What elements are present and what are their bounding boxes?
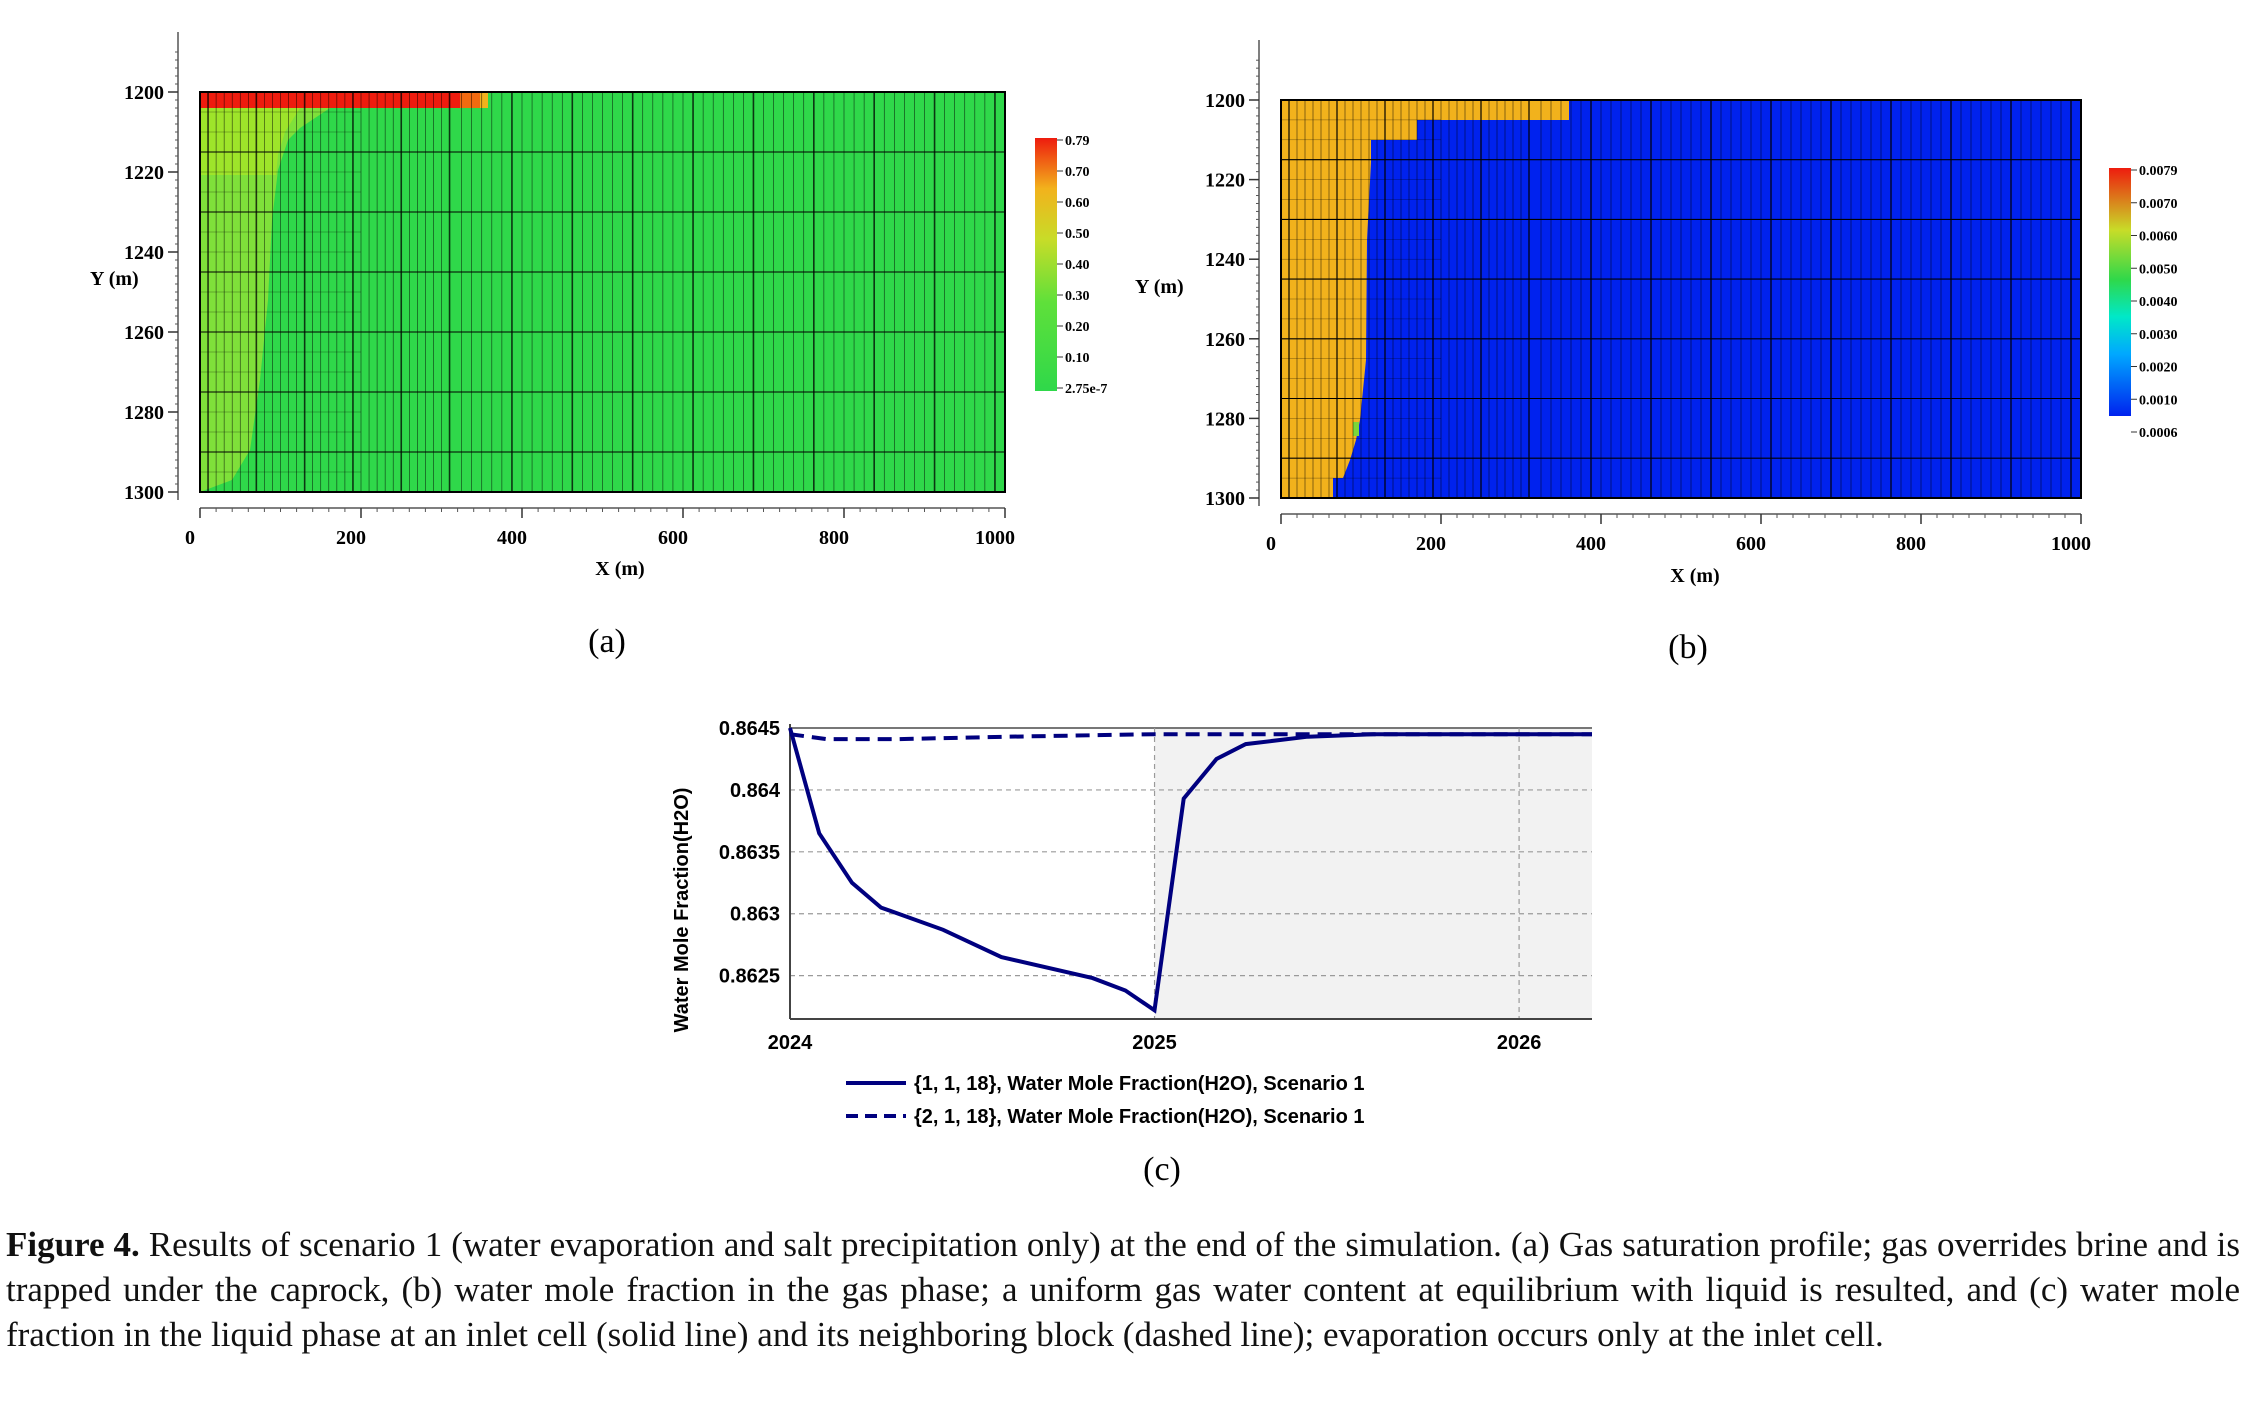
y-tick-label: 1200 xyxy=(124,82,164,104)
colorbar-b-labels: 0.0079 0.0070 0.0060 0.0050 0.0040 0.0030 0.00… xyxy=(2131,164,2178,441)
heatmap-b-front-cell xyxy=(1353,422,1359,436)
x-tick-label: 600 xyxy=(1736,533,1766,555)
x-tick-label: 400 xyxy=(1576,533,1606,555)
panel-c-water-in-liquid: 0.8645 0.864 0.8635 0.863 0.8625 2024 2025 2026… xyxy=(671,718,1592,1188)
colorbar-label: 0.0030 xyxy=(2139,328,2178,343)
colorbar-label: 2.75e-7 xyxy=(1065,382,1107,397)
x-tick-label: 200 xyxy=(1416,533,1446,555)
x-tick-label: 800 xyxy=(1896,533,1926,555)
legend-c-entry-dashed: {2, 1, 18}, Water Mole Fraction(H2O), Sc… xyxy=(914,1106,1365,1128)
colorbar-label: 0.50 xyxy=(1065,227,1090,242)
colorbar-label: 0.20 xyxy=(1065,320,1090,335)
colorbar-label: 0.0040 xyxy=(2139,295,2178,310)
linechart-c-series-solid xyxy=(788,727,1592,1014)
y-tick-label: 1300 xyxy=(124,482,164,504)
y-tick-label: 0.864 xyxy=(730,780,781,802)
y-tick-label: 1280 xyxy=(1205,408,1245,430)
y-tick-label: 1260 xyxy=(1205,329,1245,351)
panel-a-label: (a) xyxy=(588,623,626,660)
heatmap-a-grid xyxy=(200,92,1005,492)
heatmap-b-axes: 1200 1220 1240 1260 1280 1300 0 200 400 600 800 100… xyxy=(1205,40,2091,555)
colorbar-label: 0.0006 xyxy=(2139,426,2178,441)
colorbar-label: 0.30 xyxy=(1065,289,1090,304)
heatmap-b-grid xyxy=(1281,100,2081,498)
x-tick-label: 1000 xyxy=(975,527,1015,549)
colorbar-label: 0.79 xyxy=(1065,134,1090,149)
x-tick-label: 600 xyxy=(658,527,688,549)
panel-a-gas-saturation: 1200 1220 1240 1260 1280 1300 0 200 400 600 800 100… xyxy=(90,32,1107,660)
x-tick-label: 200 xyxy=(336,527,366,549)
x-tick-label: 2025 xyxy=(1132,1032,1177,1054)
y-tick-label: 0.863 xyxy=(730,904,780,926)
linechart-c-axes: 0.8645 0.864 0.8635 0.863 0.8625 2024 2025 2026 xyxy=(719,718,1592,1054)
heatmap-a-axes: 1200 1220 1240 1260 1280 1300 0 200 400 600 800 100… xyxy=(124,32,1015,549)
y-tick-label: 1220 xyxy=(1205,170,1245,192)
heatmap-a-gascap-edge-region xyxy=(460,92,480,108)
y-tick-label: 1220 xyxy=(124,162,164,184)
figure-caption: Figure 4. Results of scenario 1 (water e… xyxy=(6,1222,2240,1357)
heatmap-b-frame xyxy=(1280,99,2082,499)
legend-c-entry-solid: {1, 1, 18}, Water Mole Fraction(H2O), Sc… xyxy=(914,1073,1365,1095)
y-tick-label: 1240 xyxy=(124,242,164,264)
x-tick-label: 400 xyxy=(497,527,527,549)
linechart-c-grid xyxy=(789,727,1592,1019)
x-tick-label: 800 xyxy=(819,527,849,549)
heatmap-a-gascap-tip-region xyxy=(480,92,488,108)
colorbar-label: 0.0079 xyxy=(2139,164,2178,179)
colorbar-label: 0.10 xyxy=(1065,351,1090,366)
panel-b-water-in-gas: 1200 1220 1240 1260 1280 1300 0 200 400 600 800 100… xyxy=(1135,40,2178,666)
colorbar-label: 0.60 xyxy=(1065,196,1090,211)
y-tick-label: 1260 xyxy=(124,322,164,344)
heatmap-b-xlabel: X (m) xyxy=(1670,565,1719,587)
colorbar-label: 0.0070 xyxy=(2139,197,2178,212)
caption-label: Figure 4. xyxy=(6,1225,140,1264)
y-tick-label: 0.8635 xyxy=(719,842,780,864)
x-tick-label: 0 xyxy=(1266,533,1276,555)
colorbar-b xyxy=(2109,168,2131,416)
y-tick-label: 0.8625 xyxy=(719,966,780,988)
x-tick-label: 2024 xyxy=(768,1032,813,1054)
linechart-c-shaded-range xyxy=(1154,728,1592,1019)
y-tick-label: 1200 xyxy=(1205,90,1245,112)
heatmap-a-gascap-region xyxy=(200,92,460,108)
x-tick-label: 0 xyxy=(185,527,195,549)
heatmap-a-plume-core-region xyxy=(200,108,300,175)
heatmap-a-ylabel: Y (m) xyxy=(90,268,139,290)
colorbar-label: 0.0020 xyxy=(2139,361,2178,376)
y-tick-label: 1240 xyxy=(1205,249,1245,271)
heatmap-b-ylabel: Y (m) xyxy=(1135,276,1184,298)
y-tick-label: 1280 xyxy=(124,402,164,424)
colorbar-label: 0.0060 xyxy=(2139,230,2178,245)
colorbar-label: 0.0010 xyxy=(2139,393,2178,408)
panel-b-label: (b) xyxy=(1668,629,1708,666)
colorbar-label: 0.40 xyxy=(1065,258,1090,273)
heatmap-a-xlabel: X (m) xyxy=(595,558,644,580)
y-tick-label: 1300 xyxy=(1205,488,1245,510)
colorbar-label: 0.70 xyxy=(1065,165,1090,180)
x-tick-label: 2026 xyxy=(1497,1032,1542,1054)
colorbar-label: 0.0050 xyxy=(2139,262,2178,277)
heatmap-a-frame xyxy=(199,91,1006,493)
caption-text: Results of scenario 1 (water evaporation… xyxy=(6,1225,2241,1354)
linechart-c-ylabel: Water Mole Fraction(H2O) xyxy=(671,788,693,1033)
colorbar-a xyxy=(1035,138,1057,391)
x-tick-label: 1000 xyxy=(2051,533,2091,555)
panel-c-label: (c) xyxy=(1143,1151,1181,1188)
y-tick-label: 0.8645 xyxy=(719,718,780,740)
colorbar-a-labels: 0.79 0.70 0.60 0.50 0.40 0.30 0.20 0.10 2.75e-7 xyxy=(1057,134,1107,397)
